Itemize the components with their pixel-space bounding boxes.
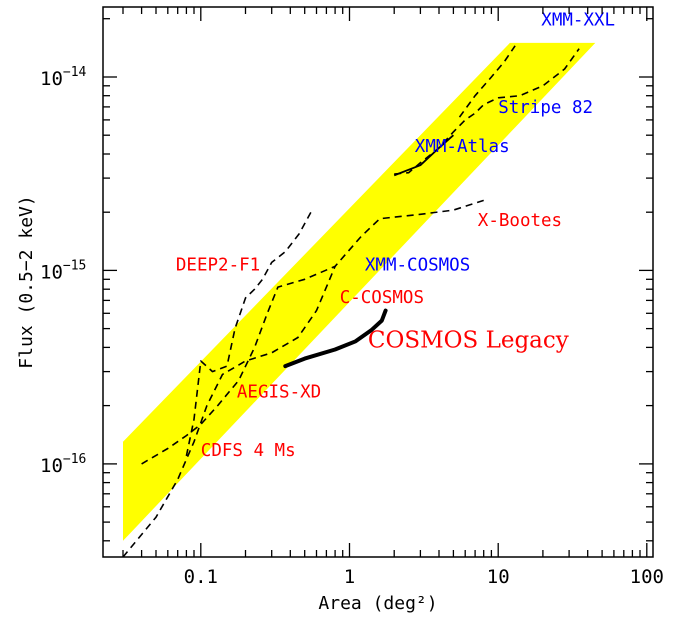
survey-label-cdfs-4-ms: CDFS 4 Ms bbox=[201, 441, 296, 461]
x-tick-label: 1 bbox=[344, 566, 355, 588]
y-tick-label: 10−16 bbox=[40, 452, 86, 477]
survey-label-deep2-f1: DEEP2-F1 bbox=[176, 255, 260, 275]
y-tick-label: 10−14 bbox=[40, 65, 87, 90]
series-layer bbox=[122, 45, 580, 557]
survey-label-xmm-atlas: XMM-Atlas bbox=[415, 137, 510, 157]
x-tick-label: 0.1 bbox=[184, 566, 218, 588]
survey-label-x-bootes: X-Bootes bbox=[478, 211, 562, 231]
survey-label-c-cosmos: C-COSMOS bbox=[340, 288, 424, 308]
y-tick-label: 10−15 bbox=[40, 258, 86, 283]
survey-curve-cdfs-4-ms bbox=[122, 265, 336, 557]
axis-label-layer: Area (deg²) Flux (0.5−2 keV) bbox=[16, 195, 438, 614]
survey-label-cosmos-legacy: COSMOS Legacy bbox=[368, 327, 569, 353]
survey-curve-stripe-82 bbox=[393, 134, 454, 177]
plot-frame bbox=[102, 6, 654, 558]
annotation-layer: XMM-XXL Stripe 82 XMM-Atlas X-Bootes XMM-COS… bbox=[176, 10, 615, 461]
survey-curve-deep2-f1 bbox=[185, 211, 312, 457]
tick-layer: 0.1 1 10 100 10−14 10−15 10−16 bbox=[40, 7, 664, 588]
survey-label-xmm-xxl: XMM-XXL bbox=[541, 10, 615, 30]
survey-label-aegis-xd: AEGIS-XD bbox=[237, 383, 321, 403]
sensitivity-band bbox=[123, 42, 596, 541]
survey-label-stripe-82: Stripe 82 bbox=[498, 98, 593, 118]
y-axis-title: Flux (0.5−2 keV) bbox=[16, 195, 37, 368]
survey-curve-xmm-xxl bbox=[394, 48, 580, 175]
survey-curve-aegis-xd bbox=[141, 199, 484, 465]
x-tick-label: 100 bbox=[630, 566, 664, 588]
survey-label-xmm-cosmos: XMM-COSMOS bbox=[365, 255, 470, 275]
survey-curve-xmm-atlas bbox=[458, 45, 516, 118]
survey-curve-cosmos-legacy bbox=[283, 308, 388, 369]
x-tick-label: 10 bbox=[487, 566, 510, 588]
band-layer bbox=[123, 42, 596, 541]
x-axis-title: Area (deg²) bbox=[318, 593, 437, 614]
